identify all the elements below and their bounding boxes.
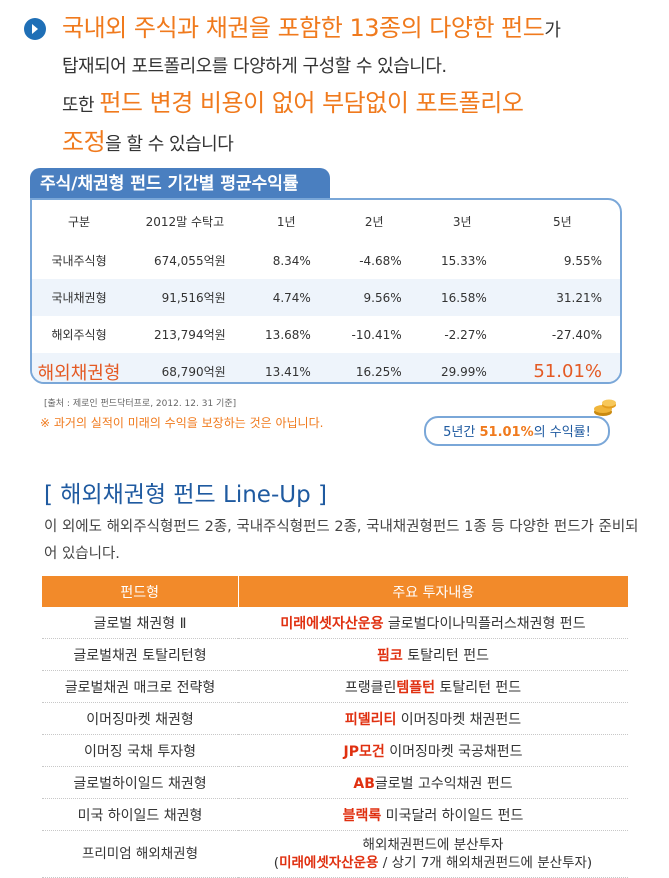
intro-highlight-funds: 국내외 주식과 채권을 포함한 13종의 다양한 펀드 [62, 14, 545, 42]
table-row: 국내주식형 674,055억원 8.34% -4.68% 15.33% 9.55… [32, 242, 620, 279]
intro-line-4: 조정을 할 수 있습니다 [62, 128, 234, 156]
performance-header-row: 구분 2012말 수탁고 1년 2년 3년 5년 [32, 200, 620, 242]
lineup-title: [ 해외채권형 펀드 Line-Up ] [44, 482, 327, 508]
disclaimer-note: ※ 과거의 실적이 미래의 수익을 보장하는 것은 아닙니다. [40, 416, 324, 430]
header-1y: 1년 [276, 214, 296, 229]
fund-lineup-table: 펀드형 주요 투자내용 글로벌 채권형 Ⅱ 미래에셋자산운용 글로벌다이나믹플러… [42, 576, 628, 878]
intro-section: 국내외 주식과 채권을 포함한 13종의 다양한 펀드가 탑재되어 포트폴리오를… [18, 10, 658, 163]
table-row: 프리미엄 해외채권형 해외채권펀드에 분산투자 (미래에셋자산운용 / 상기 7… [42, 830, 628, 878]
arrow-bullet-icon [24, 18, 46, 40]
header-2y: 2년 [364, 214, 384, 229]
table-row-highlight: 해외채권형 68,790억원 13.41% 16.25% 29.99% 51.0… [32, 353, 620, 382]
header-fund-type: 펀드형 [42, 576, 238, 607]
performance-table-title: 주식/채권형 펀드 기간별 평균수익률 [30, 168, 330, 200]
header-investment: 주요 투자내용 [237, 576, 628, 607]
table-row: 미국 하이일드 채권형 블랙록 미국달러 하이일드 펀드 [42, 798, 628, 831]
lineup-description: 이 외에도 해외주식형펀드 2종, 국내주식형펀드 2종, 국내채권형펀드 1종… [44, 519, 639, 562]
header-3y: 3년 [452, 214, 472, 229]
return-callout: 5년간 51.01%의 수익률! [424, 416, 610, 446]
coins-icon [594, 399, 616, 416]
table-row: 이머징마켓 채권형 피델리티 이머징마켓 채권펀드 [42, 702, 628, 735]
table-row: 글로벌채권 매크로 전략형 프랭클린템플턴 토탈리턴 펀드 [42, 670, 628, 703]
table-row: 글로벌하이일드 채권형 AB글로벌 고수익채권 펀드 [42, 766, 628, 799]
intro-highlight-cost: 펀드 변경 비용이 없어 부담없이 포트폴리오 [99, 89, 524, 117]
intro-line-3: 또한 펀드 변경 비용이 없어 부담없이 포트폴리오 [62, 89, 524, 117]
fund-header-row: 펀드형 주요 투자내용 [42, 576, 628, 607]
header-category: 구분 [67, 214, 91, 229]
header-aum: 2012말 수탁고 [145, 214, 225, 229]
table-row: 국내채권형 91,516억원 4.74% 9.56% 16.58% 31.21% [32, 279, 620, 316]
table-row: 글로벌 채권형 Ⅱ 미래에셋자산운용 글로벌다이나믹플러스채권형 펀드 [42, 607, 628, 639]
table-row: 해외주식형 213,794억원 13.68% -10.41% -2.27% -2… [32, 316, 620, 353]
table-row: 이머징 국채 투자형 JP모건 이머징마켓 국공채펀드 [42, 734, 628, 767]
table-row: 글로벌채권 토탈리턴형 핌코 토탈리턴 펀드 [42, 638, 628, 671]
header-5y: 5년 [553, 214, 572, 229]
intro-line-2: 탑재되어 포트폴리오를 다양하게 구성할 수 있습니다. [62, 56, 447, 77]
source-note: [출처 : 제로인 펀드닥터프로, 2012. 12. 31 기준] [44, 399, 237, 409]
intro-line-1: 국내외 주식과 채권을 포함한 13종의 다양한 펀드가 [62, 14, 561, 42]
performance-table: 구분 2012말 수탁고 1년 2년 3년 5년 국내주식형 674,055억원… [32, 200, 620, 382]
performance-table-box: 구분 2012말 수탁고 1년 2년 3년 5년 국내주식형 674,055억원… [30, 198, 622, 384]
